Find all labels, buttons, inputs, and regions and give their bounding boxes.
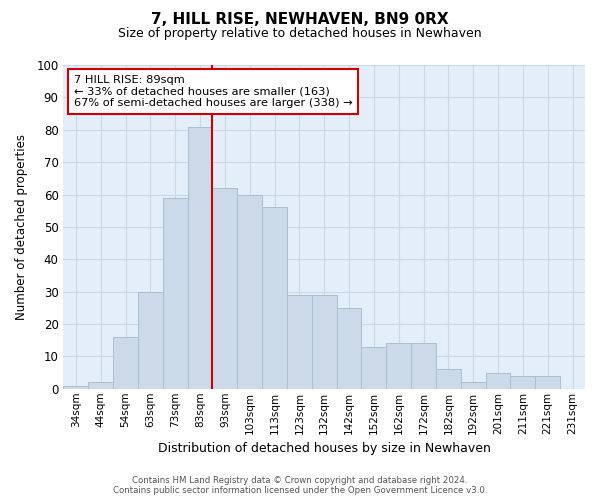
- Bar: [138, 292, 163, 389]
- Bar: [436, 370, 461, 389]
- Bar: [411, 344, 436, 389]
- Text: 7, HILL RISE, NEWHAVEN, BN9 0RX: 7, HILL RISE, NEWHAVEN, BN9 0RX: [151, 12, 449, 28]
- Bar: [64, 386, 88, 389]
- Text: Size of property relative to detached houses in Newhaven: Size of property relative to detached ho…: [118, 28, 482, 40]
- Bar: [337, 308, 361, 389]
- Bar: [163, 198, 188, 389]
- Bar: [237, 194, 262, 389]
- Bar: [386, 344, 411, 389]
- Bar: [212, 188, 237, 389]
- Bar: [287, 295, 312, 389]
- Bar: [461, 382, 485, 389]
- Bar: [88, 382, 113, 389]
- Bar: [188, 126, 212, 389]
- X-axis label: Distribution of detached houses by size in Newhaven: Distribution of detached houses by size …: [158, 442, 491, 455]
- Y-axis label: Number of detached properties: Number of detached properties: [15, 134, 28, 320]
- Text: 7 HILL RISE: 89sqm
← 33% of detached houses are smaller (163)
67% of semi-detach: 7 HILL RISE: 89sqm ← 33% of detached hou…: [74, 74, 353, 108]
- Bar: [511, 376, 535, 389]
- Bar: [485, 372, 511, 389]
- Bar: [262, 208, 287, 389]
- Text: Contains HM Land Registry data © Crown copyright and database right 2024.
Contai: Contains HM Land Registry data © Crown c…: [113, 476, 487, 495]
- Bar: [535, 376, 560, 389]
- Bar: [361, 346, 386, 389]
- Bar: [312, 295, 337, 389]
- Bar: [113, 337, 138, 389]
